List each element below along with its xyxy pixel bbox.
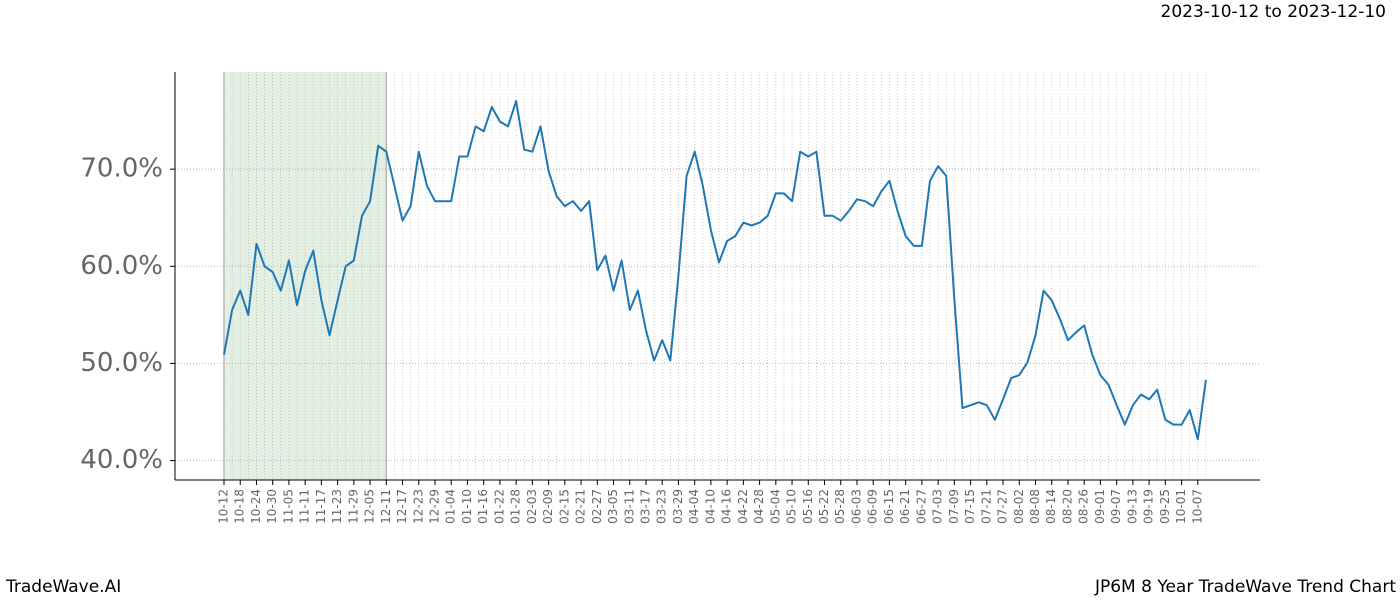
x-tick-label: 08-14	[1044, 489, 1058, 524]
x-tick-label: 07-09	[947, 489, 961, 524]
x-tick-label: 08-08	[1028, 489, 1042, 524]
x-tick-label: 12-29	[427, 489, 441, 524]
x-tick-label: 06-15	[882, 489, 896, 524]
x-tick-label: 10-01	[1174, 489, 1188, 524]
x-tick-label: 06-21	[898, 489, 912, 524]
x-tick-label: 09-07	[1109, 489, 1123, 524]
x-tick-label: 02-27	[590, 489, 604, 524]
x-tick-label: 11-29	[346, 489, 360, 524]
x-tick-label: 03-23	[655, 489, 669, 524]
x-tick-label: 09-19	[1142, 489, 1156, 524]
x-tick-label: 02-15	[557, 489, 571, 524]
x-tick-label: 01-16	[476, 489, 490, 524]
x-tick-label: 05-22	[817, 489, 831, 524]
x-tick-label: 03-11	[622, 489, 636, 524]
x-tick-label: 01-04	[444, 489, 458, 524]
x-tick-label: 07-15	[963, 489, 977, 524]
x-tick-label: 05-10	[785, 489, 799, 524]
x-tick-label: 11-17	[314, 489, 328, 524]
x-tick-label: 08-26	[1077, 489, 1091, 524]
x-tick-label: 01-22	[492, 489, 506, 524]
x-tick-label: 07-21	[979, 489, 993, 524]
x-tick-label: 03-29	[671, 489, 685, 524]
x-tick-label: 11-11	[298, 489, 312, 524]
x-tick-label: 10-12	[217, 489, 231, 524]
x-tick-label: 08-02	[1012, 489, 1026, 524]
x-tick-label: 12-11	[379, 489, 393, 524]
x-tick-label: 05-28	[833, 489, 847, 524]
x-tick-label: 05-04	[768, 489, 782, 524]
brand: TradeWave.AI	[5, 577, 121, 597]
x-tick-label: 02-09	[541, 489, 555, 524]
x-tick-label: 12-23	[411, 489, 425, 524]
x-tick-label: 09-13	[1125, 489, 1139, 524]
x-tick-label: 04-22	[736, 489, 750, 524]
x-tick-label: 10-07	[1190, 489, 1204, 524]
x-tick-label: 03-17	[638, 489, 652, 524]
x-tick-label: 10-18	[233, 489, 247, 524]
trend-line	[223, 100, 1207, 441]
x-tick-label: 02-03	[525, 489, 539, 524]
x-tick-label: 04-10	[703, 489, 717, 524]
x-tick-label: 07-27	[996, 489, 1010, 524]
x-tick-label: 04-04	[687, 489, 701, 524]
chart-title: JP6M 8 Year TradeWave Trend Chart	[1094, 577, 1396, 597]
x-tick-label: 11-05	[281, 489, 295, 524]
x-tick-label: 12-05	[363, 489, 377, 524]
x-tick-label: 01-10	[460, 489, 474, 524]
x-tick-label: 06-03	[849, 489, 863, 524]
x-tick-label: 07-03	[931, 489, 945, 524]
y-tick-label: 50.0%	[80, 348, 163, 378]
x-tick-label: 06-27	[914, 489, 928, 524]
x-tick-label: 10-30	[265, 489, 279, 524]
date-range: 2023-10-12 to 2023-12-10	[1161, 2, 1386, 22]
x-tick-label: 10-24	[249, 489, 263, 524]
x-tick-label: 11-23	[330, 489, 344, 524]
x-tick-label: 03-05	[606, 489, 620, 524]
x-tick-label: 02-21	[574, 489, 588, 524]
x-tick-label: 06-09	[866, 489, 880, 524]
x-tick-label: 05-16	[801, 489, 815, 524]
y-tick-label: 60.0%	[80, 251, 163, 281]
x-tick-label: 04-28	[752, 489, 766, 524]
x-tick-label: 01-28	[509, 489, 523, 524]
x-tick-label: 09-01	[1093, 489, 1107, 524]
x-tick-label: 12-17	[395, 489, 409, 524]
x-tick-label: 04-16	[720, 489, 734, 524]
y-tick-label: 70.0%	[80, 154, 163, 184]
y-tick-label: 40.0%	[80, 445, 163, 475]
x-tick-label: 08-20	[1060, 489, 1074, 524]
x-tick-label: 09-25	[1158, 489, 1172, 524]
